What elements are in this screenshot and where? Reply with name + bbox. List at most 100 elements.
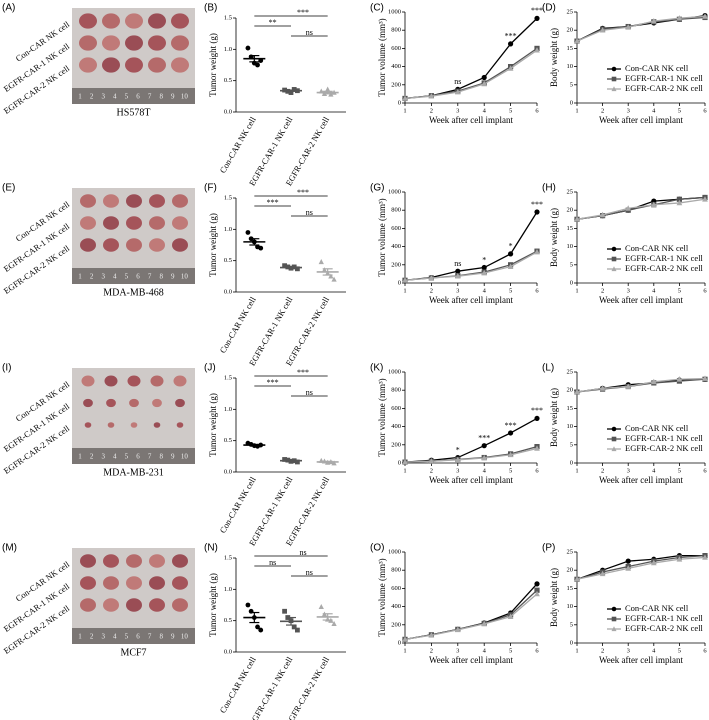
- x-tick-label: Con-CAR NK cell: [217, 654, 258, 714]
- marker: [291, 624, 297, 630]
- marker: [650, 378, 657, 385]
- marker: [676, 15, 683, 21]
- tumor: [171, 13, 189, 29]
- marker: [534, 590, 540, 597]
- marker: [599, 385, 606, 391]
- y-tick-label: 0.5: [224, 617, 232, 624]
- y-tick-label: 400: [391, 243, 401, 250]
- tumor: [103, 598, 119, 612]
- marker: [676, 196, 682, 202]
- marker: [534, 47, 540, 53]
- marker: [508, 251, 514, 257]
- x-tick-label: 5: [509, 647, 512, 654]
- y-tick-label: 5: [570, 621, 573, 628]
- x-axis-label: Week after cell implant: [429, 655, 513, 665]
- y-tick-label: 200: [391, 81, 401, 88]
- significance-label: ns: [306, 28, 313, 37]
- tumor: [149, 216, 165, 230]
- marker: [534, 445, 540, 451]
- tumor: [80, 598, 96, 612]
- y-axis-label: Tumor weight (g): [208, 573, 218, 637]
- ruler-number: 9: [171, 273, 175, 281]
- y-axis-label: Body weight (g): [549, 28, 559, 87]
- ruler-number: 4: [113, 453, 117, 461]
- ruler-number: 3: [101, 633, 105, 641]
- tumor: [126, 554, 142, 568]
- tumor: [149, 576, 165, 590]
- ruler-number: 3: [101, 273, 105, 281]
- marker: [245, 230, 251, 235]
- y-tick-label: 0.0: [224, 648, 232, 655]
- tumor: [130, 422, 138, 428]
- marker: [676, 376, 683, 382]
- panel-label: (O): [370, 543, 384, 554]
- marker: [481, 80, 488, 87]
- ruler-number: 6: [136, 633, 140, 641]
- tumor: [107, 422, 115, 428]
- ruler-number: 1: [78, 273, 82, 281]
- annotation: ***: [505, 32, 517, 41]
- annotation: *: [456, 445, 460, 454]
- ruler-number: 8: [159, 453, 163, 461]
- tumor: [126, 576, 142, 590]
- x-tick-label: 4: [652, 467, 656, 474]
- x-tick-label: 1: [403, 647, 406, 654]
- y-tick-label: 800: [391, 27, 401, 34]
- marker: [318, 259, 324, 265]
- marker: [574, 388, 580, 395]
- ruler-number: 1: [78, 453, 82, 461]
- marker: [574, 216, 580, 222]
- significance-label: ***: [297, 8, 309, 17]
- caption: MCF7: [120, 647, 146, 658]
- annotation: ***: [478, 434, 490, 443]
- panel-label: (H): [542, 183, 556, 194]
- annotation: ***: [531, 200, 543, 209]
- x-tick-label: 2: [430, 647, 433, 654]
- tumor: [149, 194, 165, 208]
- y-tick-label: 1.5: [224, 14, 232, 21]
- marker: [534, 15, 540, 21]
- x-tick-label: 6: [703, 647, 707, 654]
- marker: [508, 41, 514, 47]
- x-tick-label: 3: [627, 647, 630, 654]
- series-line: [404, 49, 538, 100]
- tumor: [103, 216, 119, 230]
- marker: [702, 375, 708, 381]
- legend-label: Con-CAR NK cell: [625, 603, 689, 613]
- marker: [599, 570, 606, 577]
- x-tick-label: 1: [575, 647, 578, 654]
- y-tick-label: 0: [570, 279, 573, 286]
- marker: [245, 45, 251, 51]
- ruler-number: 9: [171, 453, 175, 461]
- tumor: [149, 554, 165, 568]
- tumor: [106, 398, 116, 408]
- legend-label: EGFR-CAR-1 NK cell: [625, 433, 704, 443]
- x-tick-label: 2: [430, 467, 433, 474]
- series-line: [404, 417, 538, 463]
- x-tick-label: 2: [601, 107, 604, 114]
- significance-label: ***: [267, 198, 279, 207]
- ruler-number: 8: [159, 633, 163, 641]
- ruler-number: 8: [159, 93, 163, 101]
- marker: [255, 624, 260, 630]
- tumor: [80, 576, 96, 590]
- tumor: [102, 13, 120, 29]
- marker: [625, 24, 632, 30]
- tumor: [80, 238, 96, 252]
- tumor: [129, 398, 139, 408]
- x-tick-label: 1: [403, 467, 406, 474]
- y-tick-label: 0: [570, 99, 573, 106]
- series-line: [404, 445, 538, 463]
- y-tick-label: 1.0: [224, 406, 232, 413]
- y-tick-label: 1000: [388, 368, 401, 375]
- panel-label: (F): [204, 183, 217, 194]
- y-axis-label: Tumor volume (mm³): [377, 558, 387, 636]
- ruler-number: 10: [181, 273, 189, 281]
- marker: [428, 632, 435, 638]
- marker: [534, 581, 540, 587]
- panel-label: (P): [542, 543, 555, 554]
- marker: [331, 460, 337, 466]
- y-tick-label: 400: [391, 423, 401, 430]
- annotation: ***: [505, 421, 517, 430]
- y-tick-label: 25: [567, 188, 574, 195]
